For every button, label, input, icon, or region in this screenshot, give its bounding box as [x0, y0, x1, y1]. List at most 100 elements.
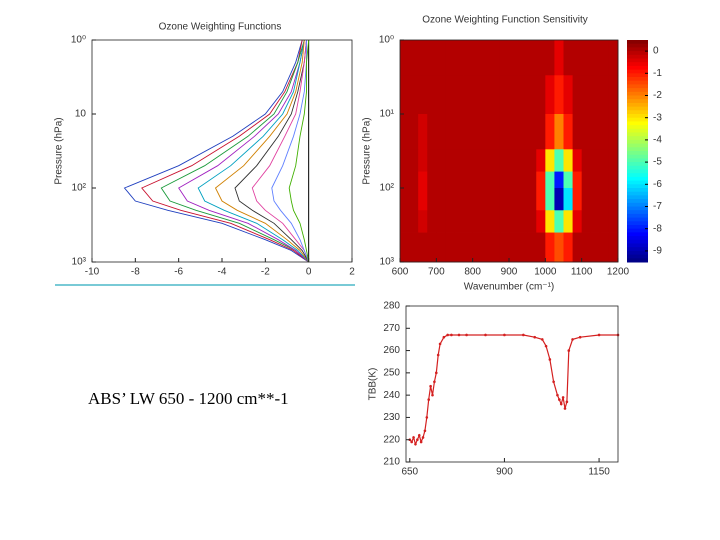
heat-cell [427, 188, 437, 211]
heat-cell [509, 114, 519, 150]
heat-cell [563, 232, 573, 263]
colorbar-tick-label: -3 [653, 112, 662, 123]
colorbar-segment [627, 102, 648, 108]
spectrum-point [429, 384, 432, 388]
heat-cell [554, 232, 564, 263]
heat-cell [436, 188, 446, 211]
heat-cell [445, 75, 455, 115]
heat-cell [572, 232, 583, 263]
colorbar-segment [627, 188, 648, 193]
heat-cell [400, 75, 410, 115]
heat-cell [481, 149, 492, 172]
heat-cell [400, 171, 410, 189]
profile-line [288, 39, 310, 263]
colorbar-segment [627, 221, 648, 226]
x-tick-label: 1100 [571, 267, 593, 278]
colorbar-tick-label: -2 [653, 90, 662, 101]
x-tick-label: 700 [428, 267, 445, 278]
colorbar-segment [627, 58, 648, 63]
heat-cell [527, 149, 537, 172]
heat-cell [445, 171, 455, 189]
spectrum-point [465, 333, 468, 337]
heat-cell [509, 232, 519, 263]
heat-cell [409, 188, 419, 211]
heat-cell [418, 114, 428, 150]
colorbar-tick-label: -4 [653, 135, 662, 146]
heat-cell [590, 75, 601, 115]
y-tick-label: 10⁰ [379, 35, 394, 46]
spectrum-point [552, 380, 555, 384]
colorbar-segment [627, 158, 648, 163]
heat-cell [490, 171, 501, 189]
heat-cell [581, 40, 592, 76]
colorbar-tick-label: -8 [653, 223, 662, 234]
heat-cell [481, 232, 492, 263]
heat-cell [554, 188, 564, 211]
heat-cell [536, 210, 546, 233]
heat-cell [463, 40, 474, 76]
y-tick-label: 280 [383, 301, 400, 312]
heat-cell [608, 149, 619, 172]
heat-cell [490, 232, 501, 263]
heat-cell [563, 149, 573, 172]
heat-cell [608, 40, 619, 76]
profile-line [234, 39, 310, 263]
y-tick-label: 10² [72, 183, 87, 194]
heat-cell [409, 149, 419, 172]
heat-cell [554, 114, 564, 150]
colorbar-segment [627, 121, 648, 126]
heat-cell [554, 75, 564, 115]
heat-cell [590, 171, 601, 189]
heat-cell [427, 114, 437, 150]
heat-cell [400, 40, 410, 76]
x-tick-label: 800 [464, 267, 481, 278]
heat-cell [436, 75, 446, 115]
profile-line [178, 39, 309, 263]
spectrum-point [419, 440, 423, 444]
heat-cell [454, 75, 464, 115]
heat-cell [608, 188, 619, 211]
y-tick-label: 10⁰ [71, 35, 86, 46]
heat-cell [536, 40, 546, 76]
heat-cell [418, 232, 428, 263]
colorbar-segment [627, 43, 648, 48]
heat-cell [545, 188, 555, 211]
x-tick-label: -6 [174, 267, 183, 278]
heat-cell [463, 171, 474, 189]
heat-cell [563, 210, 573, 233]
colorbar-segment [627, 217, 648, 222]
heat-cell [400, 210, 410, 233]
colorbar-segment [627, 106, 648, 111]
heat-cell [599, 210, 610, 233]
heat-cell [572, 188, 583, 211]
heat-cell [454, 149, 464, 172]
heat-cell [590, 188, 601, 211]
colorbar-segment [627, 210, 648, 215]
heat-cell [436, 210, 446, 233]
y-tick-label: 210 [383, 457, 400, 468]
heat-cell [527, 171, 537, 189]
colorbar-tick-label: 0 [653, 46, 659, 57]
colorbar-segment [627, 206, 648, 211]
heat-cell [436, 40, 446, 76]
heat-cell [445, 40, 455, 76]
heat-cell [463, 149, 474, 172]
profile-line [123, 39, 309, 263]
heat-cell [463, 114, 474, 150]
heat-cell [445, 232, 455, 263]
heat-cell [572, 210, 583, 233]
heat-cell [409, 75, 419, 115]
heat-cell [563, 40, 573, 76]
heat-cell [554, 149, 564, 172]
spectrum-point [578, 335, 582, 339]
heat-cell [590, 210, 601, 233]
heat-cell [608, 171, 619, 189]
heat-cell [590, 232, 601, 263]
x-tick-label: 1200 [607, 267, 630, 278]
spectrum-point [421, 436, 425, 439]
colorbar-tick-label: -7 [653, 201, 662, 212]
heat-cell [518, 114, 528, 150]
heat-cell [599, 232, 610, 263]
heat-cell [509, 40, 519, 76]
